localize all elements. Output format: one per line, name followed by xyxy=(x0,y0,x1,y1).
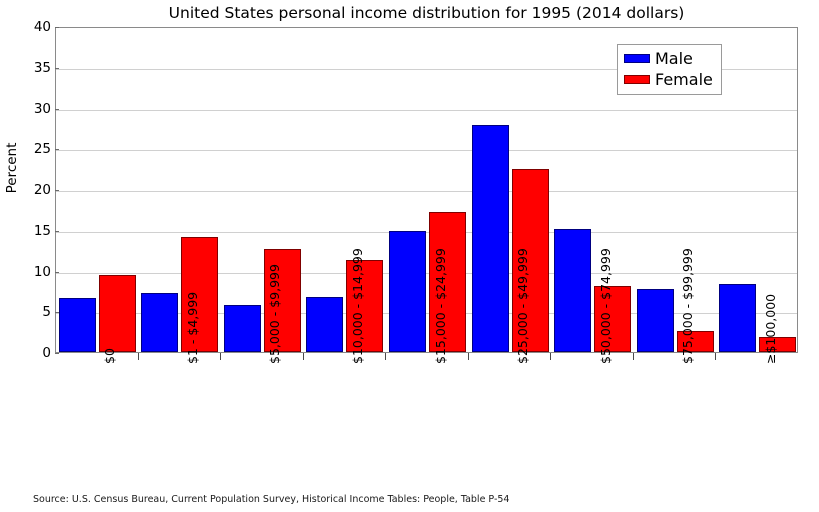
bar-male xyxy=(471,125,509,352)
y-axis-tick-label: 40 xyxy=(33,19,51,35)
bar-female xyxy=(511,169,549,352)
bar-male xyxy=(389,230,426,352)
gridline xyxy=(56,191,797,192)
y-axis-tick-mark xyxy=(55,149,59,151)
x-axis-tick-mark xyxy=(302,353,304,360)
y-axis-tick-label: 0 xyxy=(42,345,51,361)
bar-female xyxy=(98,274,136,352)
x-axis-tick-mark xyxy=(715,353,717,360)
bar-female xyxy=(346,259,384,352)
y-axis-tick-mark xyxy=(55,108,59,110)
y-axis-tick-mark xyxy=(55,353,59,354)
bar-female xyxy=(676,330,714,352)
source-note: Source: U.S. Census Bureau, Current Popu… xyxy=(33,494,510,505)
legend-label-female: Female xyxy=(655,69,713,89)
x-axis-tick-mark xyxy=(220,353,222,360)
y-axis-tick-label: 30 xyxy=(33,100,51,117)
gridline xyxy=(56,231,797,233)
x-axis-tick-mark xyxy=(632,353,634,360)
x-axis-tick-mark xyxy=(550,353,552,360)
gridline xyxy=(56,109,797,111)
x-axis-tick-mark xyxy=(385,353,387,360)
bar-male xyxy=(719,284,757,352)
bar-male xyxy=(554,228,592,352)
x-axis-tick-label: $10,000 - $14,999 xyxy=(349,248,365,364)
x-axis-tick-label: $50,000 - $74,999 xyxy=(597,248,613,364)
bar-female xyxy=(759,337,797,352)
x-axis-tick-label: $1 - $4,999 xyxy=(184,291,200,364)
legend-label-male: Male xyxy=(655,48,693,68)
bar-female xyxy=(181,237,219,352)
y-axis-tick-labels: 0 5 10 15 20 25 30 35 40 xyxy=(0,19,51,361)
y-axis-tick-label: 25 xyxy=(33,141,51,158)
x-axis-tick-label: $5,000 - $9,999 xyxy=(267,264,283,364)
x-axis-tick-label: $15,000 - $24,999 xyxy=(432,248,448,364)
x-axis-tick-label: $75,000 - $99,999 xyxy=(680,248,696,364)
bar-male xyxy=(636,289,674,352)
legend-item-female: Female xyxy=(624,69,713,90)
chart-legend: Male Female xyxy=(617,44,722,95)
gridline xyxy=(56,68,797,70)
bar-female xyxy=(594,286,632,352)
x-axis-tick-label: $25,000 - $49,999 xyxy=(515,248,531,364)
gridline xyxy=(56,150,797,152)
y-axis-tick-label: 5 xyxy=(42,304,51,321)
x-axis-tick-mark xyxy=(137,353,139,360)
bar-male xyxy=(306,297,344,352)
legend-item-male: Male xyxy=(624,48,713,69)
bar-female xyxy=(263,248,301,352)
bar-male xyxy=(223,304,261,352)
y-axis-tick-mark xyxy=(55,230,59,232)
y-axis-tick-mark xyxy=(55,312,59,314)
y-axis-tick-label: 10 xyxy=(33,263,51,280)
y-axis-tick-label: 20 xyxy=(33,182,51,198)
gridline xyxy=(56,272,797,274)
bar-male xyxy=(58,298,96,352)
x-axis-tick-label: $0 xyxy=(102,348,118,364)
y-axis-tick-mark xyxy=(55,190,59,191)
y-axis-tick-mark xyxy=(55,27,59,28)
legend-swatch-male-icon xyxy=(624,54,650,63)
bar-female xyxy=(429,211,466,352)
gridline xyxy=(56,313,797,315)
x-axis-tick-mark xyxy=(467,353,469,360)
y-axis-tick-label: 15 xyxy=(33,222,51,239)
y-axis-tick-label: 35 xyxy=(33,59,51,76)
y-axis-tick-mark xyxy=(55,67,59,69)
legend-swatch-female-icon xyxy=(624,75,650,84)
x-axis-tick-label: ≥$100,000 xyxy=(762,293,778,364)
chart-title: United States personal income distributi… xyxy=(168,4,685,22)
y-axis-tick-mark xyxy=(55,271,59,273)
bar-male xyxy=(141,293,179,352)
